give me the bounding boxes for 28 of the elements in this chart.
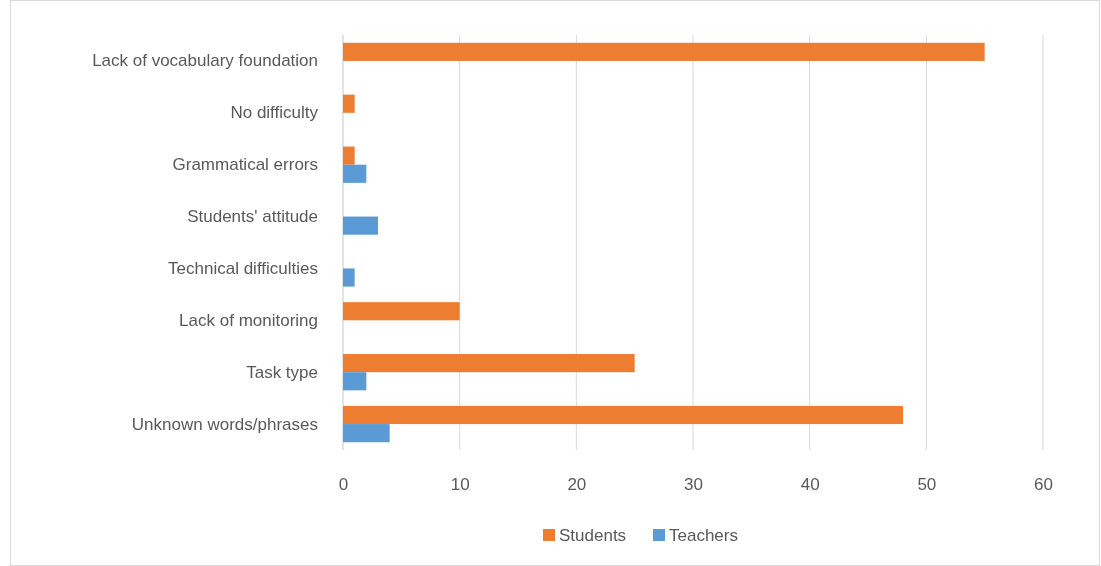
x-tick-label: 10 [450,475,470,495]
bar [343,164,367,183]
bar [343,268,355,287]
bar [343,94,355,113]
y-tick-label: Lack of monitoring [179,310,318,330]
bar [343,42,985,61]
y-tick-label: Task type [246,362,318,382]
bar [343,302,460,321]
y-tick-label: Grammatical errors [172,155,318,175]
y-tick-label: Technical difficulties [168,258,318,278]
x-tick-label: 50 [917,475,937,495]
bar [343,146,355,165]
x-tick-label: 40 [800,475,820,495]
y-tick-label: No difficulty [230,103,319,123]
x-tick-label: 20 [567,475,587,495]
bar [343,354,635,373]
x-tick-label: 60 [1034,475,1053,495]
y-tick-label: Unknown words/phrases [131,414,318,434]
bar [343,216,378,235]
legend-label: Students [559,525,627,545]
y-tick-label: Students' attitude [187,207,318,226]
x-tick-label: 30 [684,475,703,495]
bar [343,372,367,391]
legend-label: Teachers [669,525,738,545]
bar [343,405,903,425]
x-tick-label: 0 [338,475,349,495]
bar [343,424,390,443]
y-tick-label: Lack of vocabulary foundation [92,51,318,71]
